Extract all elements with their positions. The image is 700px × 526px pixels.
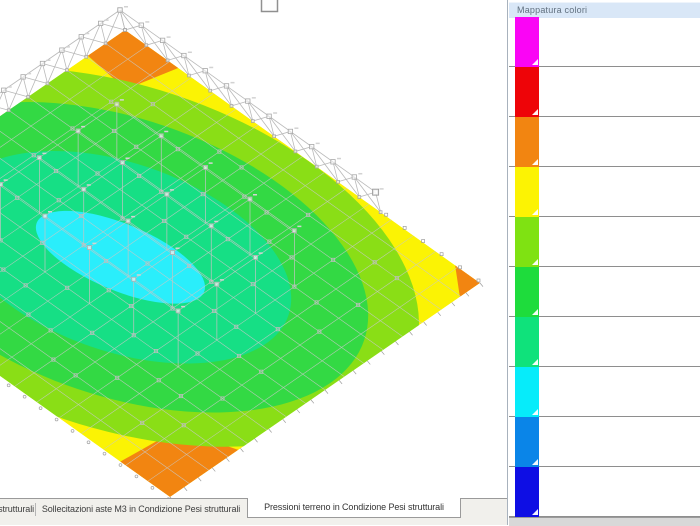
legend-color-swatch-3[interactable]	[515, 167, 539, 217]
legend-color-swatch-2[interactable]	[515, 117, 539, 167]
legend-color-swatch-5[interactable]	[515, 267, 539, 317]
tab-pressioni-terreno-active[interactable]: Pressioni terreno in Condizione Pesi str…	[247, 498, 461, 518]
swatch-corner-marker-icon	[532, 459, 538, 465]
legend-row-7	[509, 367, 700, 417]
legend-row-2	[509, 117, 700, 167]
swatch-corner-marker-icon	[532, 359, 538, 365]
legend-color-swatch-4[interactable]	[515, 217, 539, 267]
color-map-panel-title: Mappatura colori	[509, 2, 700, 18]
swatch-corner-marker-icon	[532, 209, 538, 215]
legend-color-swatch-7[interactable]	[515, 367, 539, 417]
color-map-rows	[509, 17, 700, 525]
panel-bottom-strip	[509, 517, 700, 526]
swatch-corner-marker-icon	[532, 509, 538, 515]
legend-row-5	[509, 267, 700, 317]
legend-row-8	[509, 417, 700, 467]
swatch-corner-marker-icon	[532, 109, 538, 115]
result-tabs-bar: strutturali Sollecitazioni aste M3 in Co…	[0, 498, 507, 525]
swatch-corner-marker-icon	[532, 159, 538, 165]
tab-sollecitazioni-aste-m3[interactable]: Sollecitazioni aste M3 in Condizione Pes…	[41, 504, 241, 514]
legend-row-6	[509, 317, 700, 367]
tabstrip-border-left-segment	[0, 498, 247, 499]
truss-end-node	[372, 188, 380, 196]
swatch-corner-marker-icon	[532, 259, 538, 265]
legend-row-4	[509, 217, 700, 267]
legend-row-1	[509, 67, 700, 117]
tabstrip-border-right-segment	[461, 498, 507, 499]
tab-pesi-strutturali-cropped[interactable]: strutturali	[0, 504, 34, 514]
color-map-panel: Mappatura colori	[507, 0, 700, 526]
edge-node-dots	[6, 383, 171, 502]
frame-columns	[0, 104, 295, 367]
legend-row-0	[509, 17, 700, 67]
edge-truss-top-right	[117, 6, 384, 214]
legend-row-9	[509, 467, 700, 517]
legend-color-swatch-9[interactable]	[515, 467, 539, 517]
pressure-map-scene[interactable]	[0, 0, 508, 525]
swatch-corner-marker-icon	[532, 59, 538, 65]
tab-separator	[35, 503, 36, 516]
legend-color-swatch-8[interactable]	[515, 417, 539, 467]
node-marker-box	[260, 0, 279, 13]
column-top-nodes	[0, 99, 302, 314]
legend-color-swatch-6[interactable]	[515, 317, 539, 367]
model-3d-viewport[interactable]	[0, 0, 508, 525]
legend-row-3	[509, 167, 700, 217]
swatch-corner-marker-icon	[532, 309, 538, 315]
legend-color-swatch-0[interactable]	[515, 17, 539, 67]
mesh-node-markers	[0, 99, 399, 428]
legend-color-swatch-1[interactable]	[515, 67, 539, 117]
swatch-corner-marker-icon	[532, 409, 538, 415]
pressure-color-bands	[0, 30, 480, 497]
